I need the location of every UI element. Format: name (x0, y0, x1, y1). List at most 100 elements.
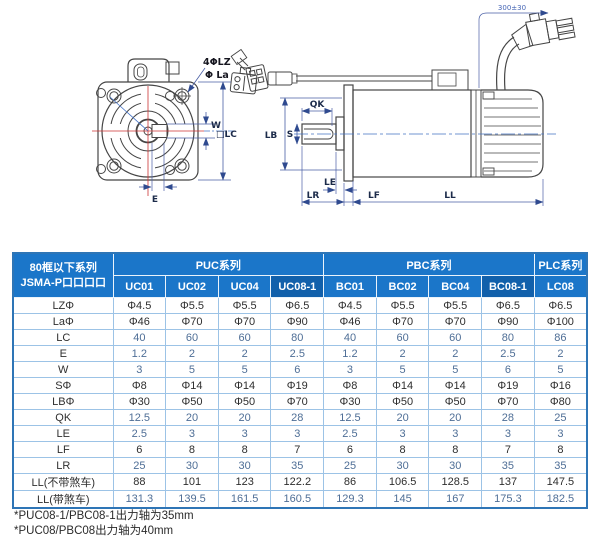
table-cell: 161.5 (217, 490, 272, 509)
table-cell: Φ70 (375, 313, 430, 330)
table-cell: 3 (270, 425, 325, 442)
table-cell: Φ14 (217, 377, 272, 394)
table-row: LL(带煞车) 131.3 139.5 161.5 160.5 129.3 145 167 17… (12, 490, 588, 509)
footnote-line: *PUC08/PBC08出力轴为40mm (14, 525, 174, 537)
table-cell: Φ90 (270, 313, 325, 330)
table-cell: 20 (428, 409, 483, 426)
dim-label-lb: LB (265, 131, 278, 141)
table-cell: 12.5 (323, 409, 377, 426)
table-cell: 2 (217, 345, 272, 362)
table-cell: 129.3 (323, 490, 377, 509)
table-cell: Φ50 (165, 393, 219, 410)
model-column-header: BC02 (375, 275, 430, 298)
footnotes: *PUC08-1/PBC08-1出力轴为35mm *PUC08/PBC08出力轴… (14, 509, 194, 539)
table-row: LL(不带煞车) 88 101 123 122.2 86 106.5 128.5 137 147.… (12, 473, 588, 491)
table-row: SΦ Φ8 Φ14 Φ14 Φ19 Φ8 Φ14 Φ14 Φ19 Φ16 (12, 377, 588, 394)
row-label: QK (12, 409, 114, 426)
table-cell: 40 (323, 329, 377, 346)
side-dimensions (280, 10, 549, 206)
table-cell: 131.3 (112, 490, 167, 509)
row-label: LR (12, 457, 114, 474)
table-cell: Φ70 (165, 313, 219, 330)
table-row: LC 40 60 60 80 40 60 60 80 86 (12, 329, 588, 346)
table-cell: Φ14 (428, 377, 483, 394)
table-cell: 3 (533, 425, 588, 442)
table-cell: 35 (481, 457, 535, 474)
table-cell: 30 (375, 457, 430, 474)
table-cell: Φ8 (323, 377, 377, 394)
table-corner: 80框以下系列 JSMA-P口口口口 (12, 252, 114, 298)
table-cell: 28 (270, 409, 325, 426)
dim-label-la: Φ La (205, 70, 229, 81)
table-cell: Φ5.5 (165, 297, 219, 314)
table-cell: 8 (375, 441, 430, 458)
table-cell: 5 (375, 361, 430, 378)
table-cell: 139.5 (165, 490, 219, 509)
table-cell: 101 (165, 473, 219, 491)
table-cell: Φ5.5 (375, 297, 430, 314)
table-cell: 145 (375, 490, 430, 509)
table-cell: Φ4.5 (323, 297, 377, 314)
table-cell: 40 (112, 329, 167, 346)
table-cell: 2.5 (270, 345, 325, 362)
table-cell: 8 (428, 441, 483, 458)
table-cell: 28 (481, 409, 535, 426)
dim-label-le: LE (324, 178, 336, 188)
table-cell: 137 (481, 473, 535, 491)
table-cell: Φ50 (428, 393, 483, 410)
table-row: LR 25 30 30 35 25 30 30 35 35 (12, 457, 588, 474)
table-cell: Φ70 (270, 393, 325, 410)
row-label: LL(不带煞车) (12, 473, 114, 491)
table-cell: Φ30 (323, 393, 377, 410)
table-cell: Φ46 (323, 313, 377, 330)
dim-label-lf: LF (368, 191, 380, 201)
table-cell: Φ70 (481, 393, 535, 410)
table-cell: 167 (428, 490, 483, 509)
table-row: LF 6 8 8 7 6 8 8 7 8 (12, 441, 588, 458)
table-cell: Φ19 (270, 377, 325, 394)
table-cell: 5 (217, 361, 272, 378)
table-cell: 12.5 (112, 409, 167, 426)
table-cell: 25 (533, 409, 588, 426)
front-dimensions (139, 67, 231, 191)
table-cell: 86 (323, 473, 377, 491)
table-cell: 8 (217, 441, 272, 458)
dim-label-ll: LL (444, 191, 456, 201)
table-cell: 35 (533, 457, 588, 474)
spec-table-body: LZΦ Φ4.5 Φ5.5 Φ5.5 Φ6.5 Φ4.5 Φ5.5 Φ5.5 Φ6.5 Φ6.5 L… (12, 297, 588, 509)
table-cell: 6 (481, 361, 535, 378)
table-row: E 1.2 2 2 2.5 1.2 2 2 2.5 2 (12, 345, 588, 362)
table-cell: Φ50 (217, 393, 272, 410)
row-label: LE (12, 425, 114, 442)
row-label: E (12, 345, 114, 362)
table-cell: 3 (217, 425, 272, 442)
table-cell: 2.5 (112, 425, 167, 442)
row-label: LBΦ (12, 393, 114, 410)
table-cell: 25 (112, 457, 167, 474)
model-column-header: BC01 (323, 275, 377, 298)
table-cell: 60 (375, 329, 430, 346)
model-column-header: UC04 (217, 275, 272, 298)
series-group-header: PLC系列 (533, 252, 588, 276)
table-cell: 5 (533, 361, 588, 378)
model-column-header: UC01 (112, 275, 167, 298)
table-cell: Φ90 (481, 313, 535, 330)
spec-table-head: 80框以下系列 JSMA-P口口口口 PUC系列 PBC系列 PLC系列 UC01 UC02… (12, 252, 588, 298)
table-cell: 20 (375, 409, 430, 426)
table-cell: 80 (270, 329, 325, 346)
table-cell: 1.2 (323, 345, 377, 362)
table-cell: 8 (165, 441, 219, 458)
table-cell: 60 (428, 329, 483, 346)
table-cell: 5 (428, 361, 483, 378)
table-cell: 2 (533, 345, 588, 362)
series-group-header: PBC系列 (323, 252, 535, 276)
table-cell: 88 (112, 473, 167, 491)
dim-label-lc: □LC (216, 130, 237, 140)
table-cell: 106.5 (375, 473, 430, 491)
table-cell: 2 (375, 345, 430, 362)
table-cell: 3 (481, 425, 535, 442)
table-cell: 7 (270, 441, 325, 458)
table-cell: 6 (112, 441, 167, 458)
